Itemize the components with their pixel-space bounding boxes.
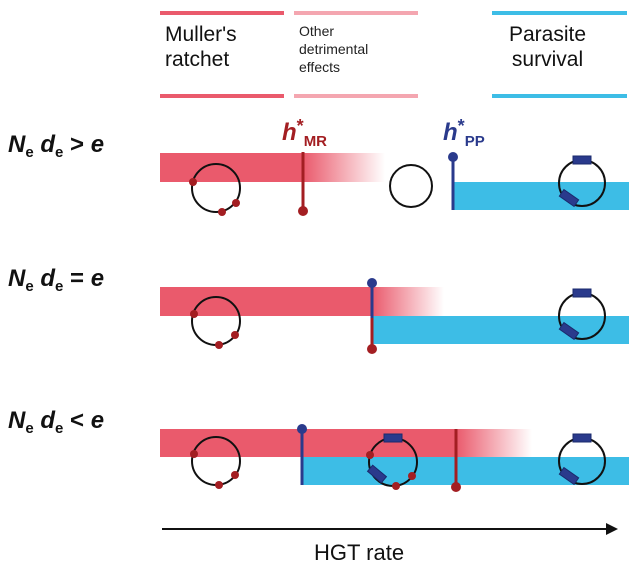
row-1-d: d xyxy=(40,131,56,158)
row-2-operator: = xyxy=(70,265,85,292)
header-mullers-ratchet-line-1: Muller's xyxy=(165,23,237,46)
row-label-1: Ne de > e xyxy=(8,131,104,161)
mr-threshold-dot xyxy=(298,206,308,216)
row-1-n-sub: e xyxy=(25,144,34,161)
ratchet-fade-bar xyxy=(456,429,532,457)
header-other-detrimental-effects: Other detrimental effects xyxy=(299,22,368,76)
header-other-line-1: Other xyxy=(299,23,335,39)
row-3-d: d xyxy=(40,407,56,434)
row-3-n-sub: e xyxy=(25,420,34,437)
row-3-d-sub: e xyxy=(55,420,64,437)
row-2-n: N xyxy=(8,265,26,292)
row-2-e: e xyxy=(90,265,105,292)
row-2-n-sub: e xyxy=(25,278,34,295)
mr-threshold-dot xyxy=(451,482,461,492)
plasmid-with-deleterious-mutations xyxy=(190,296,241,349)
plasmid-empty xyxy=(389,164,433,208)
plasmid-with-parasite-genes xyxy=(558,288,606,341)
threshold-mr-h: h xyxy=(282,119,297,146)
plasmid-with-parasite-genes xyxy=(558,433,606,486)
pp-threshold-dot xyxy=(367,278,377,288)
threshold-mr-subscript: MR xyxy=(303,133,328,150)
header-mullers-ratchet: Muller's ratchet xyxy=(165,22,237,72)
parasite-bar xyxy=(453,182,629,210)
row-label-2: Ne de = e xyxy=(8,265,104,295)
pp-threshold-dot xyxy=(297,424,307,434)
row-1-d-sub: e xyxy=(55,144,64,161)
plasmid-mixed xyxy=(366,433,418,490)
threshold-mr-star: * xyxy=(296,116,304,136)
axis-label-hgt-rate: HGT rate xyxy=(314,540,405,565)
row-3-bars xyxy=(160,424,629,492)
plasmid-with-parasite-genes xyxy=(558,155,606,208)
row-1-n: N xyxy=(8,131,26,158)
parasite-bar xyxy=(372,316,629,344)
threshold-label-mr: h*MR xyxy=(282,116,327,150)
row-2-d: d xyxy=(40,265,56,292)
row-3-n: N xyxy=(8,407,26,434)
header-parasite-line-1: Parasite xyxy=(509,23,587,46)
row-3-e: e xyxy=(90,407,105,434)
threshold-pp-subscript: PP xyxy=(464,133,485,150)
pp-threshold-dot xyxy=(448,152,458,162)
header-parasite-survival: Parasite survival xyxy=(509,22,586,72)
header-parasite-line-2: survival xyxy=(511,48,584,71)
row-1-operator: > xyxy=(70,131,85,158)
header-other-line-3: effects xyxy=(299,59,340,75)
row-2-d-sub: e xyxy=(55,278,64,295)
header-other-line-2: detrimental xyxy=(299,41,369,57)
threshold-pp-h: h xyxy=(443,119,458,146)
mr-threshold-dot xyxy=(367,344,377,354)
threshold-pp-star: * xyxy=(457,116,465,136)
ratchet-bar xyxy=(160,153,303,182)
header-mullers-ratchet-line-2: ratchet xyxy=(165,48,230,71)
threshold-label-pp: h*PP xyxy=(443,116,485,150)
row-2-bars xyxy=(160,278,629,354)
plasmid-with-deleterious-mutations xyxy=(189,163,241,216)
row-3-operator: < xyxy=(70,407,85,434)
ratchet-fade-bar xyxy=(303,153,385,182)
ratchet-fade-bar xyxy=(372,287,444,316)
row-1-e: e xyxy=(90,131,105,158)
parasite-bar xyxy=(302,457,629,485)
row-label-3: Ne de < e xyxy=(8,407,104,437)
plasmid-with-deleterious-mutations xyxy=(190,436,241,489)
ratchet-bar xyxy=(160,429,456,457)
row-1-bars xyxy=(160,152,629,216)
